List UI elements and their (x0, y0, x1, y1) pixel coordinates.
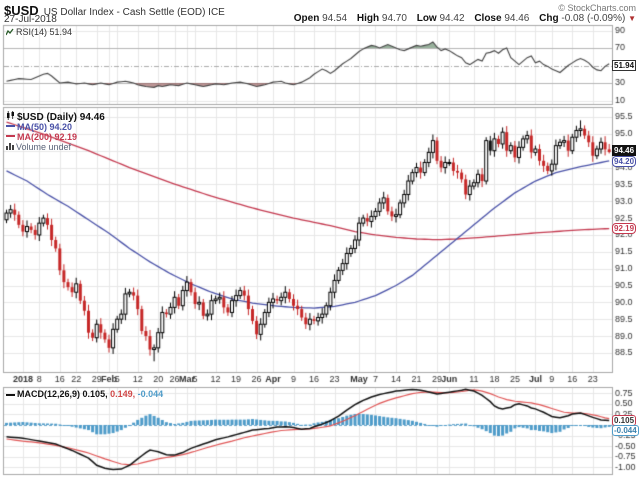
symbol-ticker: $USD (4, 3, 39, 18)
ma50-line-icon (6, 124, 15, 127)
indicator-icon (5, 28, 14, 38)
rsi-legend-label[interactable]: RSI(14) 51.94 (16, 27, 73, 37)
quote-row: Open 94.54 High 94.70 Low 94.42 Close 94… (287, 13, 636, 24)
low-label: Low (416, 13, 437, 24)
copyright-label: © StockCharts.com (558, 3, 636, 13)
chg-down-icon[interactable]: ▼ (628, 14, 636, 23)
price-legend-symbol[interactable]: $USD (Daily) 94.46 (17, 112, 105, 123)
macd-legend: MACD(12,26,9) 0.105, 0.149, -0.044 (6, 389, 163, 399)
macd-legend-name[interactable]: MACD(12,26,9) (17, 389, 81, 399)
chg-label: Chg (539, 13, 559, 24)
symbol-name: US Dollar Index - Cash Settle (EOD) ICE (43, 7, 225, 18)
last-price-badge: 94.46 (612, 145, 637, 156)
price-legend: $USD (Daily) 94.46 MA(50) 94.20 MA(200) … (6, 111, 105, 152)
chg-value: -0.08 (-0.09%) (561, 13, 626, 24)
volume-bars-icon (6, 141, 14, 151)
close-label: Close (474, 13, 502, 24)
hist-value-label: -0.044 (137, 389, 164, 399)
ma200-legend-label[interactable]: MA(200) 92.19 (17, 132, 78, 142)
rsi-value-badge: 51.94 (612, 60, 637, 71)
volume-legend-label[interactable]: Volume undef (16, 142, 72, 152)
chart-header: $USD US Dollar Index - Cash Settle (EOD) … (4, 2, 225, 20)
ma50-legend-label[interactable]: MA(50) 94.20 (17, 122, 73, 132)
macd-value-label: 0.105, (82, 389, 108, 399)
high-value: 94.70 (381, 13, 407, 24)
low-value: 94.42 (439, 13, 465, 24)
macd-line-icon (6, 393, 15, 396)
candlestick-icon (6, 111, 15, 121)
signal-value-label: 0.149, (110, 389, 136, 399)
chart-date: 27-Jul-2018 (4, 14, 57, 25)
open-value: 94.54 (322, 13, 348, 24)
rsi-legend: RSI(14) 51.94 (5, 27, 73, 38)
close-value: 94.46 (504, 13, 530, 24)
hist-value-badge: -0.044 (612, 425, 639, 436)
ma200-line-icon (6, 134, 15, 137)
ma200-value-badge: 92.19 (612, 223, 637, 234)
high-label: High (356, 13, 380, 24)
ma50-value-badge: 94.20 (612, 156, 637, 167)
open-label: Open (293, 13, 320, 24)
